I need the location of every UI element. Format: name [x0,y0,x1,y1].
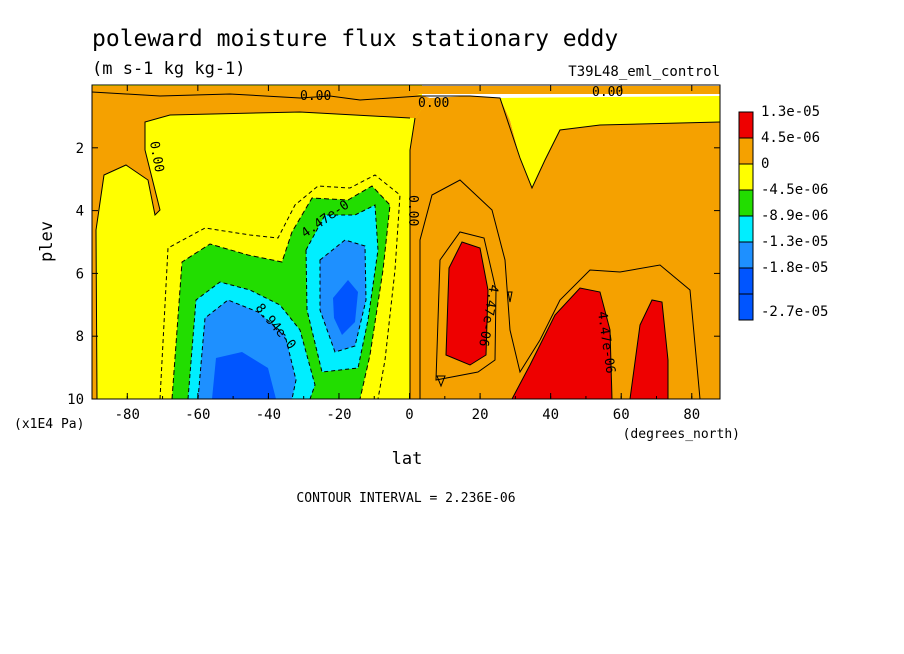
contour-label: 0.00 [592,85,623,100]
plot-frame [91,84,721,400]
legend-swatch [738,163,754,191]
region-darkblue-north [333,280,358,335]
x-tick-label: -20 [326,407,351,423]
legend-label: -1.8e-05 [761,260,828,276]
x-tick-label: -80 [115,407,140,423]
contour-lines [92,91,720,399]
contour-blue-north-edge [319,239,367,353]
region-red-midlat [512,288,612,399]
legend-swatch [738,189,754,217]
legend-label: -2.7e-05 [761,304,828,320]
legend-label: 1.3e-05 [761,104,820,120]
legend-swatch [738,241,754,269]
contour-blue-south-edge [197,299,297,399]
legend-label: 0 [761,156,769,172]
legend-swatch [738,215,754,243]
contour-red-tropics-edge [445,241,489,366]
contour-interval: CONTOUR INTERVAL = 2.236E-06 [296,491,515,506]
legend-swatch [738,137,754,165]
contour-label: 0.00 [405,195,420,226]
region-red-highlat [630,300,668,399]
x-tick-label: 60 [613,407,630,423]
x-axis-label: lat [392,449,423,469]
y-tick-label: 8 [76,329,84,345]
chart-title: poleward moisture flux stationary eddy [92,26,618,52]
y-axis-label: plev [37,221,57,262]
contour-red-highlat-edge [629,299,669,399]
contour-red-midlat-edge [511,287,613,399]
chart-units: (m s-1 kg kg-1) [92,59,246,79]
contour-cyan-edge [187,281,316,399]
y-axis: 2 4 6 8 10 [67,141,720,408]
legend-swatch [738,267,754,295]
color-legend: 1.3e-05 4.5e-06 0 -4.5e-06 -8.9e-06 -1.3e-05 -… [738,104,828,321]
legend-label: 4.5e-06 [761,130,820,146]
x-axis: -80 -60 -40 -20 0 20 40 60 80 [91,85,700,423]
contour-small-loop [507,291,513,303]
y-tick-label: 6 [76,266,84,282]
legend-swatch [738,111,754,139]
x-tick-label: 20 [472,407,489,423]
region-orange-top-strip [92,86,720,94]
legend-swatch [738,293,754,321]
experiment-label: T39L48_eml_control [568,64,720,80]
x-tick-label: -40 [256,407,281,423]
y-axis-units: (x1E4 Pa) [14,417,84,432]
region-yellow-north-top [500,96,720,188]
contour-field: 0.00 0.00 0.00 0.00 0.00 4.47e-0 8.94e-0… [92,85,720,399]
contour-label: 0.00 [146,140,166,173]
y-tick-label: 10 [67,392,84,408]
legend-label: -1.3e-05 [761,234,828,250]
contour-pos-outer [419,179,701,399]
region-darkblue-south [212,352,276,399]
x-tick-label: 40 [542,407,559,423]
y-tick-label: 4 [76,204,84,220]
region-red-tropics [446,242,488,365]
x-axis-units: (degrees_north) [623,427,740,442]
x-tick-label: 0 [405,407,413,423]
contour-zero-top [92,91,720,190]
contour-green-edge [171,185,391,399]
contour-cyan-north-edge [305,204,379,373]
contour-label: 0.00 [300,89,331,104]
contour-zero-equator [409,117,416,399]
x-tick-label: 80 [683,407,700,423]
legend-label: -8.9e-06 [761,208,828,224]
contour-small-triangle [436,375,446,388]
region-orange-top-south [92,88,430,399]
contour-pos-inner [435,231,497,381]
y-tick-label: 2 [76,141,84,157]
contour-label: 0.00 [418,96,449,111]
x-tick-label: -60 [185,407,210,423]
contour-zero-south [95,111,411,399]
legend-label: -4.5e-06 [761,182,828,198]
